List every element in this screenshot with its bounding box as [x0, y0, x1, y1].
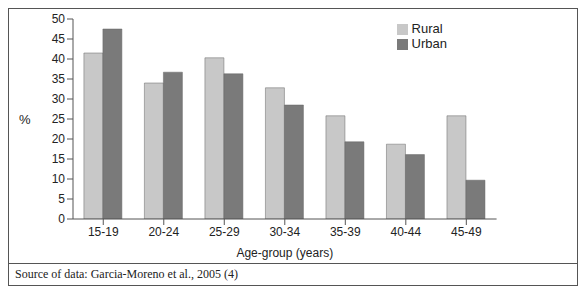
svg-text:40: 40 — [52, 52, 66, 66]
svg-text:25-29: 25-29 — [209, 225, 240, 239]
svg-text:15: 15 — [52, 152, 66, 166]
svg-text:45-49: 45-49 — [451, 225, 482, 239]
svg-text:50: 50 — [52, 12, 66, 26]
svg-text:10: 10 — [52, 172, 66, 186]
svg-text:20: 20 — [52, 132, 66, 146]
svg-text:25: 25 — [52, 112, 66, 126]
svg-text:0: 0 — [58, 212, 65, 226]
svg-text:30: 30 — [52, 92, 66, 106]
svg-text:15-19: 15-19 — [88, 225, 119, 239]
svg-text:35: 35 — [52, 72, 66, 86]
svg-text:Age-group (years): Age-group (years) — [236, 246, 333, 260]
svg-text:30-34: 30-34 — [269, 225, 300, 239]
svg-text:%: % — [19, 112, 31, 127]
html-text:Source of data: Garcia-Moreno: Source of data: Garcia-Moreno et al., 20… — [15, 267, 238, 281]
html-text:Urban: Urban — [411, 36, 447, 51]
svg-text:5: 5 — [58, 192, 65, 206]
svg-text:40-44: 40-44 — [390, 225, 421, 239]
svg-text:45: 45 — [52, 32, 66, 46]
svg-text:35-39: 35-39 — [330, 225, 361, 239]
svg-text:20-24: 20-24 — [148, 225, 179, 239]
html-text:Rural: Rural — [411, 21, 443, 36]
